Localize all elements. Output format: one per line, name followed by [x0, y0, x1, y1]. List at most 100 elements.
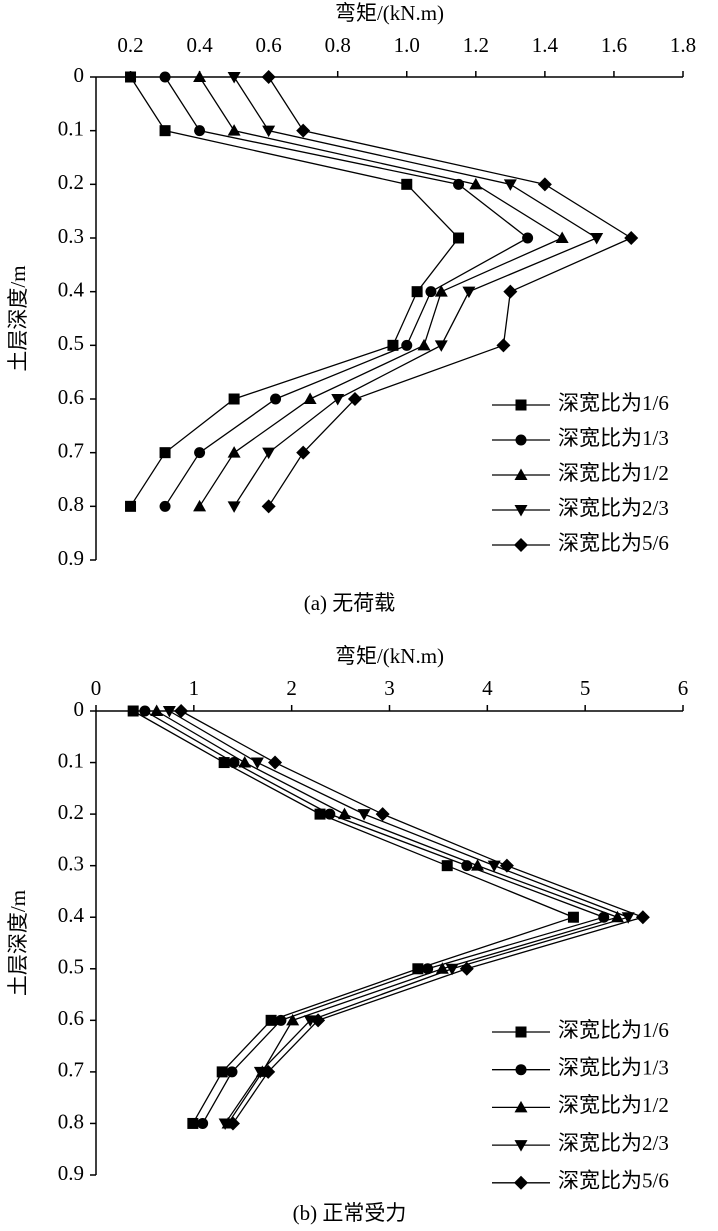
marker: [227, 72, 241, 84]
series-line: [132, 710, 576, 1124]
y-axis-title: 土层深度/m: [6, 890, 30, 996]
y-tick-label: 0.2: [58, 800, 84, 824]
marker: [174, 704, 189, 718]
legend-marker: [515, 434, 527, 446]
x-tick-label: 0.2: [117, 33, 143, 57]
y-tick-label: 0.6: [58, 1006, 84, 1030]
y-tick-label: 0.4: [58, 903, 85, 927]
marker: [227, 446, 241, 458]
x-tick-label: 0.4: [186, 33, 213, 57]
marker: [127, 705, 139, 717]
marker: [150, 704, 164, 716]
marker: [197, 1117, 209, 1129]
marker: [225, 1116, 240, 1131]
marker: [296, 123, 311, 138]
legend-label: 深宽比为2/3: [558, 496, 669, 520]
marker: [226, 1066, 238, 1078]
y-tick-label: 0: [74, 697, 85, 721]
x-tick-label: 3: [384, 676, 395, 700]
marker: [555, 231, 569, 243]
marker: [537, 177, 552, 192]
marker: [228, 393, 240, 405]
legend-label: 深宽比为1/6: [558, 1018, 669, 1042]
marker: [417, 338, 431, 351]
marker: [453, 232, 465, 244]
marker: [347, 392, 362, 406]
marker: [567, 911, 579, 923]
marker: [522, 232, 534, 244]
series-line: [129, 76, 460, 507]
series-line: [156, 710, 620, 1124]
marker: [324, 808, 336, 820]
x-tick-label: 1.8: [670, 33, 696, 57]
caption: (a) 无荷载: [304, 591, 396, 615]
marker: [159, 500, 171, 512]
marker: [469, 177, 483, 190]
y-tick-label: 0.5: [58, 331, 84, 355]
legend-label: 深宽比为2/3: [558, 1131, 669, 1155]
y-tick-label: 0.8: [58, 1109, 84, 1133]
x-tick-label: 0.8: [325, 33, 351, 57]
marker: [621, 912, 635, 924]
axis-title: 弯矩/(kN.m): [335, 644, 444, 668]
y-tick-label: 0: [74, 63, 85, 87]
marker: [357, 809, 371, 821]
marker: [303, 392, 317, 404]
marker: [194, 447, 206, 459]
marker: [503, 284, 518, 299]
marker: [270, 393, 282, 405]
marker: [275, 1014, 287, 1026]
marker: [228, 757, 240, 769]
legend-label: 深宽比为1/2: [558, 461, 669, 485]
marker: [268, 755, 283, 770]
series-line: [144, 710, 606, 1124]
x-tick-label: 5: [580, 676, 591, 700]
marker: [624, 231, 639, 245]
y-tick-label: 0.9: [58, 546, 84, 570]
legend-marker: [515, 399, 527, 411]
y-tick-label: 0.8: [58, 492, 84, 516]
marker: [311, 1013, 326, 1028]
marker: [216, 1066, 228, 1078]
marker: [487, 860, 501, 873]
caption: (b) 正常受力: [293, 1201, 407, 1225]
x-tick-label: 1.2: [463, 33, 489, 57]
x-tick-label: 1.0: [394, 33, 420, 57]
marker: [331, 394, 345, 406]
marker: [125, 500, 137, 512]
marker: [187, 1117, 199, 1129]
y-tick-label: 0.2: [58, 170, 84, 194]
x-tick-label: 1: [189, 676, 200, 700]
marker: [434, 340, 448, 352]
y-tick-label: 0.3: [58, 224, 84, 248]
legend-marker: [514, 505, 528, 517]
marker: [159, 447, 171, 459]
marker: [434, 285, 448, 297]
y-axis-title: 土层深度/m: [6, 265, 30, 371]
marker: [462, 286, 476, 299]
marker: [193, 70, 207, 82]
marker: [218, 757, 230, 769]
series-line: [164, 76, 529, 507]
legend-label: 深宽比为1/3: [558, 1056, 669, 1080]
legend-label: 深宽比为5/6: [558, 531, 669, 555]
marker: [296, 445, 311, 460]
marker: [286, 1013, 300, 1026]
x-tick-label: 2: [286, 676, 297, 700]
x-tick-label: 6: [678, 676, 689, 700]
marker: [411, 286, 423, 298]
marker: [262, 125, 276, 138]
marker: [265, 1014, 277, 1026]
marker: [193, 499, 207, 512]
y-tick-label: 0.5: [58, 955, 84, 979]
y-tick-label: 0.7: [58, 438, 84, 462]
marker: [159, 125, 171, 137]
x-tick-label: 1.4: [532, 33, 559, 57]
x-tick-label: 0: [91, 676, 102, 700]
marker: [139, 705, 151, 717]
legend-label: 深宽比为1/3: [558, 426, 669, 450]
x-tick-label: 1.6: [601, 33, 627, 57]
marker: [337, 807, 351, 820]
marker: [227, 501, 241, 513]
